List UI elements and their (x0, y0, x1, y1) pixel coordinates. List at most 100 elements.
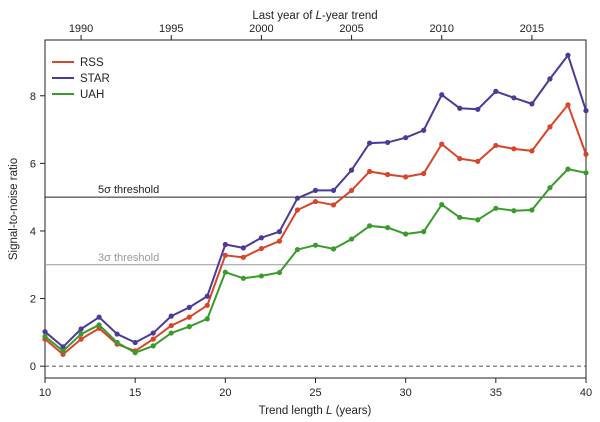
series-point-uah-26 (330, 246, 337, 252)
series-point-uah-32 (439, 202, 445, 208)
series-point-star-19 (204, 293, 210, 299)
series-point-rss-23 (276, 238, 283, 244)
series-point-uah-18 (186, 324, 192, 330)
series-point-star-21 (240, 245, 246, 251)
series-point-star-36 (511, 95, 517, 101)
series-point-uah-13 (96, 322, 102, 328)
series-point-rss-34 (475, 158, 481, 164)
series-line-rss (44, 103, 587, 356)
series-point-uah-38 (547, 185, 553, 191)
series-point-rss-30 (403, 174, 409, 180)
legend-label-uah: UAH (80, 89, 104, 101)
series-point-rss-35 (493, 142, 499, 149)
x-tick-label-3: 25 (309, 387, 321, 399)
series-point-star-33 (457, 105, 463, 111)
series-point-star-29 (385, 139, 391, 146)
series-point-uah-25 (312, 242, 319, 248)
x-tick-label-1: 15 (129, 387, 141, 399)
series-point-rss-24 (294, 207, 301, 213)
top-tick-label-1: 1995 (159, 23, 183, 35)
series-point-uah-16 (150, 343, 156, 349)
y-axis-title: Signal-to-noise ratio (8, 158, 20, 260)
series-point-uah-20 (222, 269, 228, 275)
series-point-star-20 (222, 241, 228, 248)
x-axis-title-post: (years) (332, 405, 371, 417)
series-point-star-14 (114, 331, 120, 337)
top-tick-label-0: 1990 (69, 23, 93, 35)
series-point-star-10 (42, 329, 48, 335)
series-point-star-13 (96, 314, 102, 320)
top-tick-label-2: 2000 (249, 23, 273, 35)
series-point-star-11 (60, 344, 66, 350)
series-point-rss-36 (511, 146, 517, 152)
series-point-rss-22 (258, 245, 264, 252)
series-point-uah-33 (457, 214, 463, 221)
x-tick-label-0: 10 (39, 387, 51, 399)
y-tick-label-0: 0 (30, 361, 36, 373)
x-tick-label-5: 35 (490, 387, 502, 399)
y-tick-label-4: 8 (30, 91, 36, 103)
series-point-rss-16 (150, 336, 156, 342)
series-point-uah-11 (60, 348, 66, 354)
series-point-uah-23 (276, 269, 283, 276)
series-point-uah-17 (168, 330, 174, 336)
series-point-star-23 (276, 229, 283, 235)
y-tick-label-1: 2 (30, 294, 36, 306)
series-point-uah-21 (240, 275, 246, 281)
series-point-uah-12 (78, 331, 84, 337)
x-axis-title-pre: Trend length (259, 405, 326, 417)
series-point-star-34 (475, 106, 481, 112)
series-point-uah-36 (511, 208, 517, 214)
series-point-star-26 (330, 187, 337, 194)
y-tick-label-2: 4 (30, 226, 36, 238)
top-tick-label-4: 2010 (429, 23, 453, 35)
y-tick-label-3: 6 (30, 158, 36, 170)
x-axis-title: Trend length L (years) (259, 405, 372, 417)
series-point-rss-18 (186, 314, 192, 320)
threshold-label-1: 3σ threshold (98, 252, 159, 264)
series-point-star-16 (150, 330, 156, 336)
x-tick-label-2: 20 (219, 387, 231, 399)
top-axis-title-pre: Last year of (252, 10, 315, 22)
series-point-uah-14 (114, 339, 120, 346)
series-point-star-27 (348, 167, 355, 173)
series-point-uah-35 (493, 205, 499, 211)
series-point-uah-37 (529, 207, 535, 213)
series-point-star-22 (258, 235, 264, 241)
series-point-star-25 (312, 187, 319, 194)
series-point-uah-28 (367, 223, 373, 229)
series-point-rss-31 (421, 170, 427, 177)
series-point-rss-26 (330, 202, 337, 208)
x-tick-label-4: 30 (400, 387, 412, 399)
top-axis-title-post: -year trend (322, 10, 378, 22)
legend-label-rss: RSS (80, 57, 104, 69)
top-axis-title: Last year of L-year trend (252, 10, 377, 22)
series-point-star-15 (132, 339, 138, 346)
series-point-rss-32 (439, 141, 445, 147)
series-point-uah-29 (385, 224, 391, 231)
series-point-star-30 (403, 135, 409, 141)
legend: RSS STAR UAH (52, 57, 110, 101)
series-point-rss-17 (168, 323, 174, 329)
series-point-rss-28 (367, 168, 373, 175)
series-point-uah-30 (403, 231, 409, 237)
series-point-star-40 (583, 108, 589, 114)
series-point-star-24 (294, 195, 301, 201)
series-point-uah-24 (294, 246, 301, 253)
series-point-rss-37 (529, 148, 535, 154)
series-point-rss-38 (547, 124, 553, 130)
series-point-uah-39 (565, 166, 571, 172)
series-point-rss-29 (385, 171, 391, 178)
x-tick-label-6: 40 (580, 387, 592, 399)
series-point-uah-31 (421, 229, 427, 235)
series-point-uah-40 (583, 170, 589, 176)
top-axis-title-var: L (316, 10, 322, 22)
series-point-rss-39 (565, 102, 571, 108)
series-point-uah-10 (42, 333, 48, 340)
series-point-uah-19 (204, 316, 210, 322)
legend-label-star: STAR (80, 73, 110, 85)
series-point-uah-15 (132, 350, 138, 356)
series-point-star-38 (547, 76, 553, 82)
